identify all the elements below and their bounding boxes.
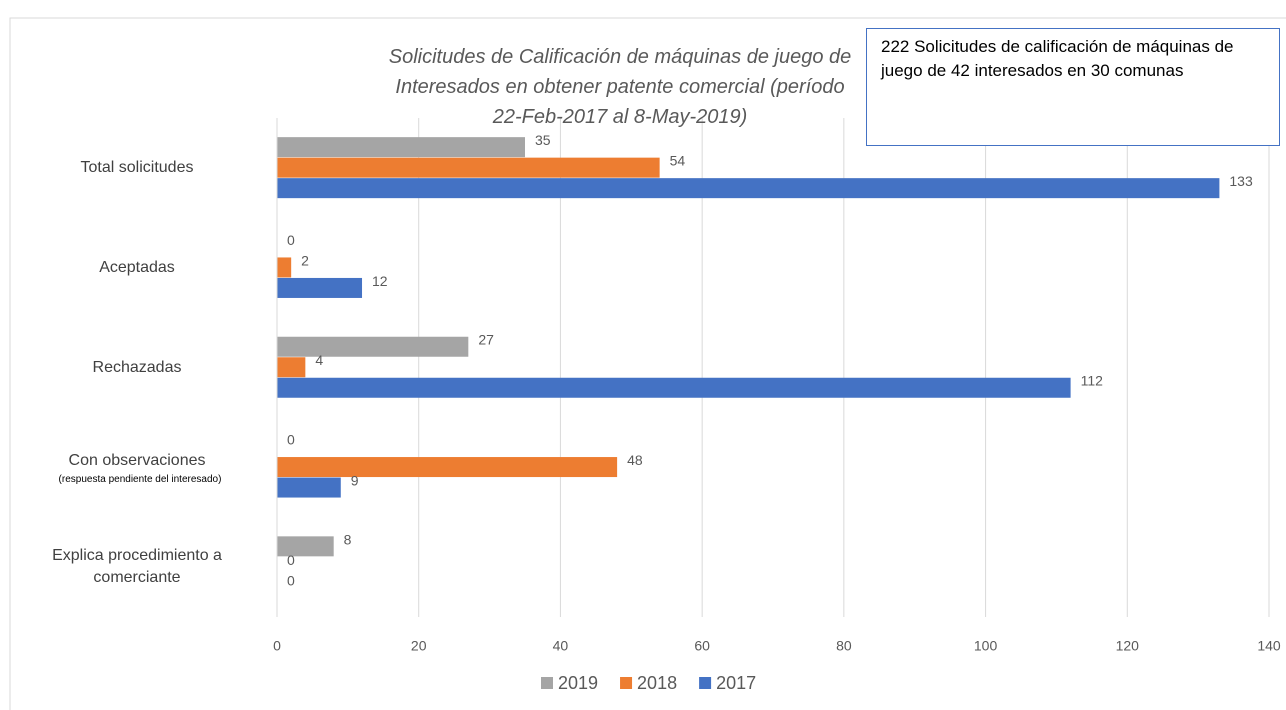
legend-label: 2019 — [558, 673, 598, 693]
data-label: 0 — [287, 432, 295, 448]
bar — [277, 457, 618, 478]
y-tick-label: Total solicitudes — [80, 158, 194, 176]
y-tick-label: Con observaciones — [68, 452, 206, 470]
x-tick-label: 40 — [553, 638, 569, 654]
data-label: 112 — [1081, 373, 1104, 389]
x-tick-label: 20 — [411, 638, 427, 654]
legend-swatch — [699, 677, 712, 689]
annotation-box: 222 Solicitudes de calificación de máqui… — [866, 28, 1280, 146]
bar — [277, 377, 1071, 398]
y-tick-label: Explica procedimiento a comerciante — [52, 547, 222, 587]
bar — [277, 336, 469, 357]
bar — [277, 357, 306, 378]
legend-label: 2018 — [637, 673, 677, 693]
chart-title: Solicitudes de Calificación de máquinas … — [388, 46, 852, 128]
data-label: 4 — [315, 352, 323, 368]
x-tick-label: 60 — [694, 638, 710, 654]
bar — [277, 477, 341, 498]
x-tick-label: 100 — [974, 638, 998, 654]
data-label: 8 — [344, 531, 352, 547]
bar — [277, 277, 363, 298]
data-label: 35 — [535, 132, 551, 148]
data-label: 9 — [351, 473, 359, 489]
bar — [277, 137, 525, 158]
data-label: 133 — [1229, 173, 1253, 189]
bar — [277, 157, 660, 178]
x-tick-label: 80 — [836, 638, 852, 654]
y-tick-sublabel: (respuesta pendiente del interesado) — [58, 474, 222, 486]
bar — [277, 257, 292, 278]
data-label: 0 — [287, 552, 295, 568]
legend-swatch — [620, 677, 633, 689]
data-label: 54 — [670, 153, 686, 169]
data-label: 12 — [372, 273, 388, 289]
chart-border — [9, 17, 1286, 710]
bar — [277, 536, 334, 557]
x-tick-label: 0 — [273, 638, 281, 654]
data-label: 0 — [287, 232, 295, 248]
bar — [277, 178, 1220, 199]
data-label: 2 — [301, 252, 309, 268]
data-label: 48 — [627, 452, 643, 468]
legend-swatch — [541, 677, 553, 689]
x-tick-label: 140 — [1257, 638, 1281, 654]
data-label: 27 — [478, 332, 494, 348]
legend-label: 2017 — [716, 673, 756, 693]
y-tick-label: Rechazadas — [92, 358, 182, 376]
x-tick-label: 120 — [1116, 638, 1140, 654]
y-tick-label: Aceptadas — [99, 258, 175, 276]
data-label: 0 — [287, 572, 295, 588]
